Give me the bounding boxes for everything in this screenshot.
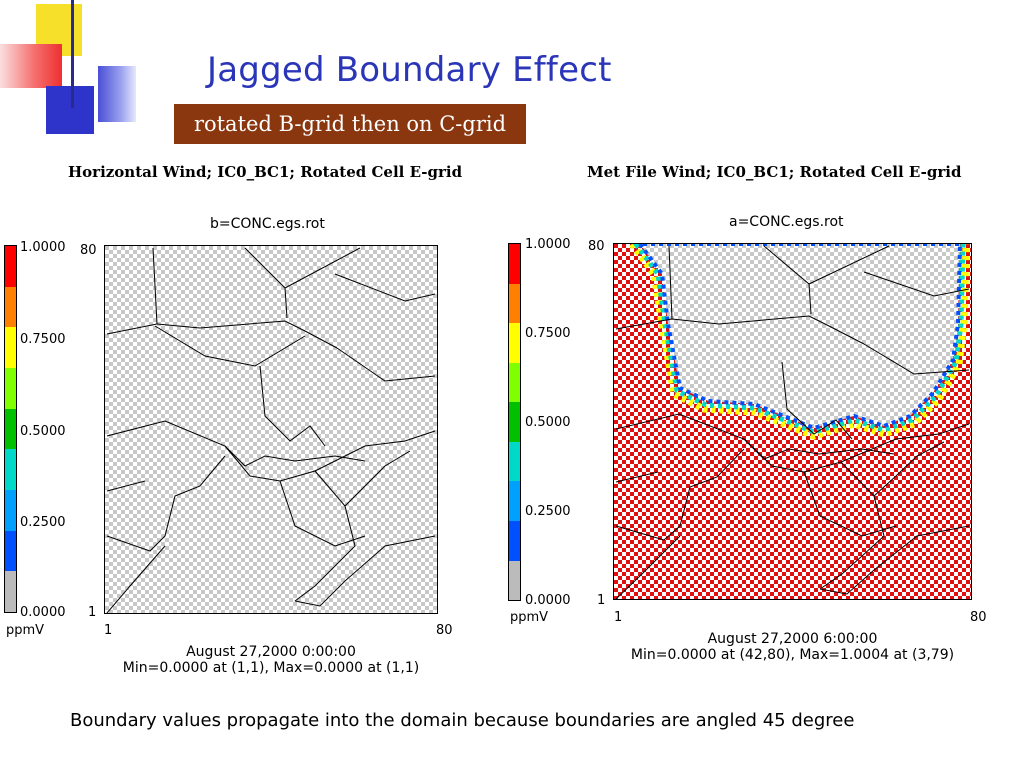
left-colorbar-seg-2 (5, 286, 16, 328)
left-colorbar-seg-8 (5, 530, 16, 572)
slide-subtitle: rotated B-grid then on C-grid (174, 104, 526, 144)
right-colorbar-label-min: 0.0000 (525, 593, 571, 608)
left-colorbar-label-075: 0.7500 (20, 332, 66, 347)
right-colorbar-seg-1 (509, 244, 520, 284)
footer-note: Boundary values propagate into the domai… (70, 710, 855, 731)
right-colorbar-seg-3 (509, 323, 520, 363)
decor-vertical-line (71, 0, 74, 108)
left-colorbar-seg-6 (5, 449, 16, 491)
left-map-svg (105, 246, 437, 613)
left-colorbar-label-050: 0.5000 (20, 424, 66, 439)
left-colorbar-label-max: 1.0000 (20, 240, 66, 255)
right-front-cyan (632, 244, 966, 435)
left-colorbar-seg-3 (5, 327, 16, 369)
right-colorbar-label-max: 1.0000 (525, 237, 571, 252)
right-y-axis-bottom: 1 (597, 593, 606, 608)
left-colorbar-seg-1 (5, 246, 16, 287)
right-colorbar-seg-9 (509, 560, 520, 600)
left-panel-filename: b=CONC.egs.rot (210, 216, 325, 232)
right-colorbar-seg-2 (509, 283, 520, 324)
left-colorbar-seg-7 (5, 490, 16, 531)
left-concentration-map (104, 245, 438, 614)
left-colorbar-unit: ppmV (6, 623, 45, 638)
left-y-axis-top: 80 (80, 243, 97, 258)
right-colorbar-seg-5 (509, 402, 520, 442)
left-boundary-lines (106, 247, 436, 613)
right-colorbar-seg-8 (509, 521, 520, 561)
left-colorbar (4, 245, 17, 613)
right-y-axis-top: 80 (588, 239, 605, 254)
right-front-yellow (627, 244, 970, 440)
right-colorbar-seg-4 (509, 362, 520, 403)
right-gray-interior (637, 244, 963, 431)
right-panel-heading: Met File Wind; IC0_BC1; Rotated Cell E-g… (587, 163, 962, 181)
right-colorbar-label-075: 0.7500 (525, 326, 571, 341)
right-colorbar-seg-6 (509, 441, 520, 482)
right-colorbar-unit: ppmV (510, 610, 549, 625)
right-colorbar-seg-7 (509, 481, 520, 521)
left-colorbar-seg-4 (5, 368, 16, 409)
decor-blue-square (46, 86, 94, 134)
left-colorbar-label-min: 0.0000 (20, 605, 66, 620)
left-panel-heading: Horizontal Wind; IC0_BC1; Rotated Cell E… (68, 163, 463, 181)
left-y-axis-bottom: 1 (88, 605, 97, 620)
left-colorbar-label-025: 0.2500 (20, 515, 66, 530)
left-colorbar-seg-5 (5, 408, 16, 450)
right-x-axis-left: 1 (614, 610, 623, 625)
right-caption-minmax: Min=0.0000 at (42,80), Max=1.0004 at (3,… (630, 647, 955, 663)
right-colorbar-label-050: 0.5000 (525, 415, 571, 430)
right-boundary-lines (615, 245, 970, 599)
right-colorbar-label-025: 0.2500 (525, 504, 571, 519)
slide-title: Jagged Boundary Effect (207, 50, 612, 90)
left-caption-minmax: Min=0.0000 at (1,1), Max=0.0000 at (1,1) (122, 660, 420, 676)
decor-red-gradient-bar (0, 44, 62, 88)
right-caption-date: August 27,2000 6:00:00 (707, 631, 878, 647)
decor-blue-gradient-square (98, 66, 136, 122)
right-panel-filename: a=CONC.egs.rot (729, 214, 844, 230)
right-map-svg (614, 244, 971, 599)
left-x-axis-left: 1 (104, 623, 113, 638)
right-colorbar (508, 243, 521, 601)
left-colorbar-seg-9 (5, 571, 16, 612)
right-concentration-map (613, 243, 972, 600)
right-x-axis-right: 80 (970, 610, 987, 625)
left-caption-date: August 27,2000 0:00:00 (186, 644, 356, 660)
left-x-axis-right: 80 (436, 623, 453, 638)
